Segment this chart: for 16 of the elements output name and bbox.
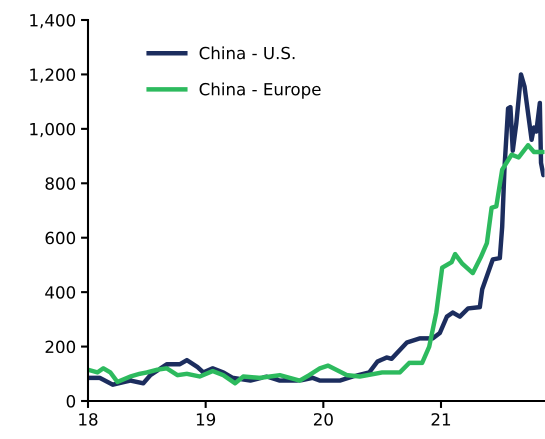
y-tick-label: 400: [45, 286, 76, 299]
y-tick-label: 1,000: [30, 122, 76, 138]
line-series: [88, 72, 545, 387]
legend-label: China - U.S.: [200, 46, 294, 60]
legend-label: China - Europe: [200, 82, 321, 99]
y-tick-label: 800: [46, 177, 76, 190]
x-tick-label: 20: [314, 413, 333, 426]
y-tick-label: 0: [66, 394, 76, 408]
y-tick-label: 1,200: [30, 68, 76, 83]
y-tick-label: 600: [46, 232, 76, 244]
x-tick-label: 19: [196, 413, 216, 426]
x-tick-label: 21: [432, 413, 450, 426]
x-tick-label: 18: [79, 413, 98, 426]
line-series: [88, 142, 545, 386]
y-tick-label: 200: [46, 340, 76, 354]
y-tick-label: 1,400: [30, 14, 76, 28]
